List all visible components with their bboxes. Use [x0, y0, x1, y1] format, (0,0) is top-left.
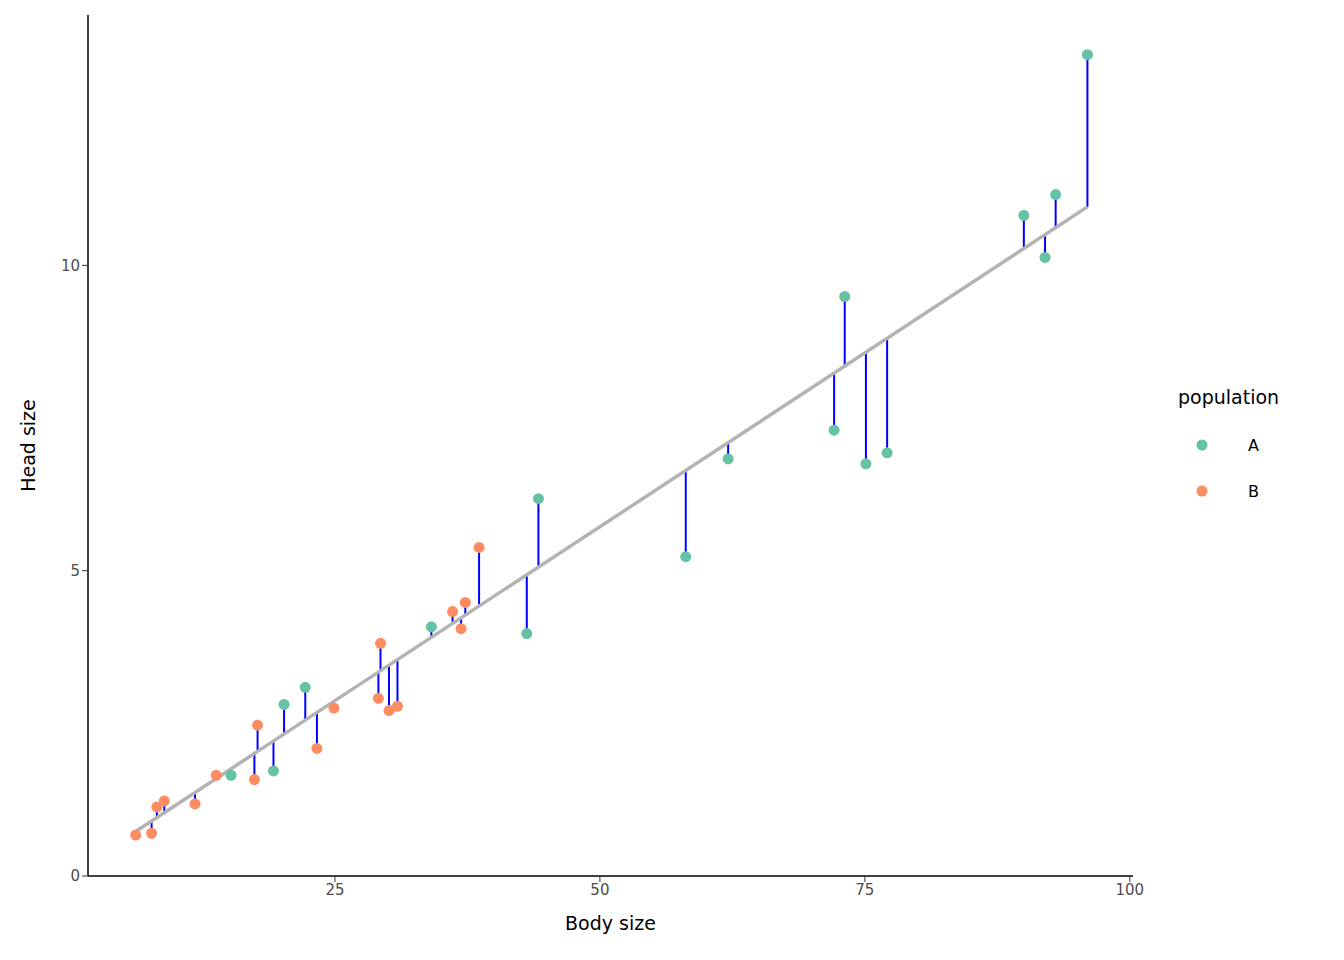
svg-text:25: 25 [325, 881, 344, 899]
svg-text:5: 5 [70, 562, 80, 580]
svg-text:50: 50 [590, 881, 609, 899]
svg-text:100: 100 [1116, 881, 1145, 899]
svg-text:10: 10 [61, 257, 80, 275]
html-text:population: population [1178, 386, 1280, 408]
svg-text:0: 0 [70, 867, 80, 885]
svg-text:Head size: Head size [17, 399, 39, 492]
html-text:B: B [1248, 481, 1259, 501]
html-text:A: A [1248, 435, 1259, 455]
svg-text:Body size: Body size [565, 912, 656, 934]
svg-text:75: 75 [855, 881, 874, 899]
